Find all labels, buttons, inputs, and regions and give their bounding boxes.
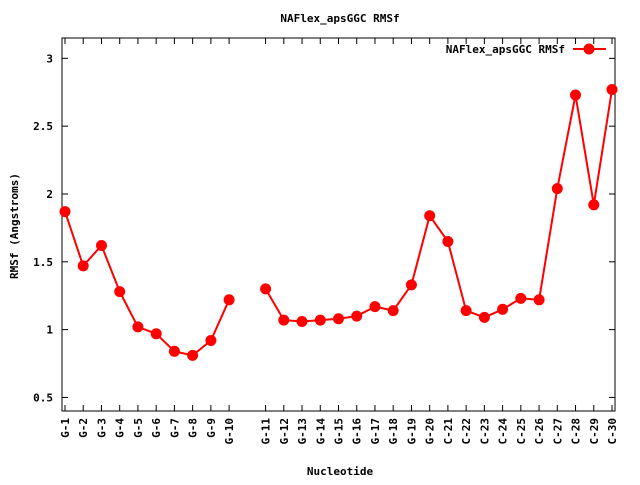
data-point xyxy=(442,236,454,247)
y-tick-label: 2 xyxy=(46,188,53,201)
x-tick-label: C-29 xyxy=(588,418,601,445)
x-tick-label: G-3 xyxy=(95,418,108,438)
y-axis-label: RMSf (Angstroms) xyxy=(8,173,21,279)
x-tick-label: C-24 xyxy=(497,418,510,445)
x-tick-label: G-5 xyxy=(132,418,145,438)
data-point xyxy=(387,305,399,317)
x-tick-label: G-8 xyxy=(187,418,200,438)
x-tick-label: C-30 xyxy=(606,418,619,445)
data-point xyxy=(478,311,490,323)
data-point xyxy=(333,313,344,325)
x-tick-label: G-10 xyxy=(223,418,236,445)
y-tick-label: 3 xyxy=(46,52,53,65)
x-tick-label: G-16 xyxy=(351,418,364,445)
y-tick-label: 1 xyxy=(46,324,53,337)
data-point xyxy=(405,279,417,291)
chart-title: NAFlex_apsGGC RMSf xyxy=(280,12,399,25)
data-point xyxy=(168,345,180,357)
x-tick-label: G-2 xyxy=(77,418,90,438)
x-tick-label: C-27 xyxy=(551,418,564,445)
x-tick-label: G-17 xyxy=(369,418,382,445)
data-point xyxy=(132,321,144,333)
x-tick-label: G-6 xyxy=(150,418,163,438)
data-point xyxy=(460,305,472,317)
data-point xyxy=(77,260,89,272)
data-point xyxy=(369,301,381,313)
x-tick-label: C-26 xyxy=(533,418,546,445)
x-tick-label: G-15 xyxy=(333,418,346,445)
x-tick-label: G-18 xyxy=(387,418,400,445)
x-axis-label: Nucleotide xyxy=(307,465,374,478)
x-tick-label: C-22 xyxy=(460,418,473,445)
legend-marker xyxy=(583,43,595,55)
x-tick-label: G-20 xyxy=(424,418,437,445)
x-tick-label: G-13 xyxy=(296,418,309,445)
x-tick-label: C-21 xyxy=(442,418,455,445)
data-point xyxy=(114,286,126,298)
series-layer xyxy=(59,84,618,361)
data-point xyxy=(424,210,436,222)
y-tick-label: 2.5 xyxy=(33,120,53,133)
data-point xyxy=(260,283,272,295)
data-point xyxy=(187,349,199,361)
data-point xyxy=(278,314,290,326)
data-point xyxy=(533,294,545,306)
x-tick-label: G-1 xyxy=(59,418,72,438)
x-tick-label: C-25 xyxy=(515,418,528,445)
data-point xyxy=(96,240,107,251)
data-point xyxy=(150,328,162,340)
axes-layer: 0.5 1 1.5 2 2.5 3 G-1 G-2 G-3 G-4 G-5 G-6 G-7 G-8 G-9 G… xyxy=(33,37,619,445)
legend-label: NAFlex_apsGGC RMSf xyxy=(446,43,565,56)
y-tick-label: 1.5 xyxy=(33,256,53,269)
data-point xyxy=(296,316,308,327)
x-tick-label: G-11 xyxy=(260,418,273,445)
x-tick-label: G-19 xyxy=(405,418,418,445)
data-point xyxy=(497,303,509,315)
data-point xyxy=(205,335,217,346)
data-point xyxy=(314,314,326,326)
legend: NAFlex_apsGGC RMSf xyxy=(446,43,606,56)
data-point xyxy=(551,183,563,195)
x-tick-label: G-14 xyxy=(314,418,327,445)
data-point xyxy=(59,206,71,218)
x-tick-label: C-28 xyxy=(570,418,583,445)
data-point xyxy=(223,294,235,306)
data-point xyxy=(570,89,581,101)
series-line xyxy=(64,211,231,357)
y-tick-label: 0.5 xyxy=(33,391,53,404)
x-tick-label: G-7 xyxy=(168,418,181,438)
x-tick-label: G-12 xyxy=(278,418,291,445)
x-tick-label: C-23 xyxy=(478,418,491,445)
data-point xyxy=(606,84,618,95)
x-tick-label: G-4 xyxy=(114,418,127,438)
x-tick-label: G-9 xyxy=(205,418,218,438)
data-point xyxy=(351,310,363,322)
data-point xyxy=(515,292,527,304)
data-point xyxy=(588,199,600,211)
